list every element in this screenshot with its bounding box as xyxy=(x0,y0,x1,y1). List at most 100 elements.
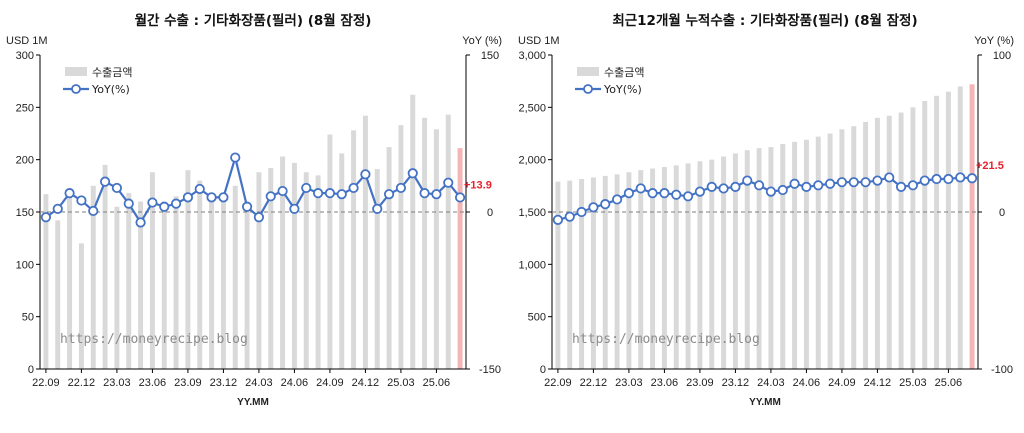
cumulative-title: 최근12개월 누적수출 : 기타화장품(필러) (8월 잠정) xyxy=(612,12,917,29)
cumulative-xtick-label: 23.06 xyxy=(651,377,679,389)
cumulative-yoy-point xyxy=(860,177,871,188)
cumulative-xtick-label: 22.09 xyxy=(544,377,572,389)
monthly-yoy-point xyxy=(454,192,466,203)
cumulative-bar xyxy=(792,141,798,369)
cumulative-bar xyxy=(721,156,727,369)
cumulative-yoy-point xyxy=(824,178,836,189)
cumulative-xtick-label: 23.12 xyxy=(722,377,750,389)
monthly-bar xyxy=(185,170,191,369)
cumulative-yoy-point xyxy=(576,206,587,218)
monthly-bar xyxy=(386,147,392,369)
cumulative-yoy-point xyxy=(884,172,895,183)
cumulative-yoy-point xyxy=(753,180,765,191)
cumulative-yoy-point xyxy=(919,175,930,186)
monthly-y2tick-label: 0 xyxy=(487,207,493,219)
monthly-yoy-point xyxy=(241,201,253,212)
cumulative-bar xyxy=(673,165,679,369)
cumulative-yoy-point xyxy=(801,181,812,192)
monthly-xtick-label: 23.06 xyxy=(139,377,167,389)
cumulative-yoy-point xyxy=(611,194,623,205)
monthly-bar xyxy=(43,194,49,369)
monthly-xtick-label: 25.03 xyxy=(387,377,415,389)
cumulative-xtick-label: 24.03 xyxy=(757,377,785,389)
monthly-bar xyxy=(126,193,132,369)
cumulative-bar xyxy=(934,95,940,369)
monthly-legend: 수출금액 YoY(%) xyxy=(63,66,132,96)
cumulative-yoy-point xyxy=(552,214,564,225)
monthly-yoy-point xyxy=(64,188,75,199)
monthly-yoy-point xyxy=(194,183,205,195)
cumulative-ytick-label: 3,000 xyxy=(518,50,546,62)
cumulative-yoy-point xyxy=(730,181,741,192)
monthly-bar xyxy=(410,94,416,370)
monthly-xtick-label: 23.03 xyxy=(103,377,131,389)
monthly-yoy-point xyxy=(312,188,324,199)
cumulative-yoy-point xyxy=(564,211,575,222)
monthly-bar xyxy=(268,168,274,369)
cumulative-yoy-point xyxy=(718,183,729,194)
monthly-bar xyxy=(433,129,439,369)
cumulative-y2tick-label: -100 xyxy=(991,364,1013,376)
cumulative-bar xyxy=(567,180,573,369)
monthly-ytick-label: 100 xyxy=(16,259,34,271)
monthly-xtick-label: 24.12 xyxy=(352,377,380,389)
cumulative-yoy-point xyxy=(895,181,907,192)
cumulative-bars xyxy=(555,84,975,370)
monthly-yoy-point xyxy=(182,192,194,203)
cumulative-yoy-point xyxy=(813,180,824,191)
monthly-yoy-point xyxy=(40,212,52,223)
cumulative-last-value-label: +21.5 xyxy=(976,160,1004,172)
monthly-bar xyxy=(457,148,463,369)
cumulative-legend-line-label: YoY(%) xyxy=(603,83,642,96)
cumulative-yoy-point xyxy=(600,199,611,210)
cumulative-legend-bar-label: 수출금액 xyxy=(604,66,644,79)
cumulative-bar xyxy=(590,177,596,369)
monthly-y2tick-label: -150 xyxy=(479,364,501,376)
monthly-xtick-label: 24.03 xyxy=(245,377,273,389)
monthly-ytick-label: 50 xyxy=(22,312,34,324)
cumulative-bar xyxy=(579,179,585,369)
monthly-yoy-point xyxy=(372,203,383,214)
monthly-bar xyxy=(445,114,451,369)
cumulative-legend-bar-swatch xyxy=(577,67,599,76)
monthly-bar xyxy=(291,162,297,369)
cumulative-watermark: https://moneyrecipe.blog xyxy=(572,332,760,347)
cumulative-ytick-label: 1,000 xyxy=(518,259,546,271)
cumulative-bar xyxy=(969,84,975,369)
monthly-yoy-point xyxy=(324,188,336,199)
monthly-yoy-point xyxy=(135,217,146,228)
monthly-bar xyxy=(209,193,215,369)
monthly-legend-bar-swatch xyxy=(65,67,87,76)
monthly-watermark: https://moneyrecipe.blog xyxy=(60,332,248,347)
cumulative-yoy-point xyxy=(777,184,788,196)
cumulative-xtick-label: 22.12 xyxy=(580,377,608,389)
cumulative-yoy-point xyxy=(907,180,919,191)
cumulative-yoy-point xyxy=(694,186,706,197)
monthly-yoy-point xyxy=(76,195,87,206)
cumulative-yoy-point xyxy=(623,188,635,199)
monthly-bar xyxy=(398,125,404,369)
monthly-bar xyxy=(351,130,357,369)
cumulative-bar xyxy=(827,133,833,369)
cumulative-yoy-point xyxy=(647,188,658,199)
cumulative-yoy-point xyxy=(848,177,859,188)
monthly-bar xyxy=(173,196,179,369)
monthly-ytick-label: 200 xyxy=(16,155,34,167)
cumulative-y2tick-label: 100 xyxy=(993,50,1011,62)
monthly-yoy-point xyxy=(265,191,276,202)
cumulative-export-chart: 최근12개월 누적수출 : 기타화장품(필러) (8월 잠정) USD 1M YoY… xyxy=(512,0,1024,433)
cumulative-export-chart-svg: 최근12개월 누적수출 : 기타화장품(필러) (8월 잠정) USD 1M YoY… xyxy=(518,12,1014,408)
monthly-ytick-label: 0 xyxy=(28,364,34,376)
monthly-bar xyxy=(161,201,167,369)
monthly-bar xyxy=(327,134,333,369)
cumulative-yoy-point xyxy=(742,175,753,186)
monthly-bar xyxy=(256,172,262,369)
cumulative-yoy-point xyxy=(682,191,694,202)
cumulative-yoy-point xyxy=(671,189,682,200)
cumulative-xtick-label: 23.03 xyxy=(615,377,643,389)
monthly-xtick-label: 22.09 xyxy=(32,377,60,389)
monthly-bar xyxy=(138,201,144,369)
monthly-bar xyxy=(244,201,250,369)
cumulative-bar xyxy=(886,115,892,369)
cumulative-bar xyxy=(780,143,786,369)
